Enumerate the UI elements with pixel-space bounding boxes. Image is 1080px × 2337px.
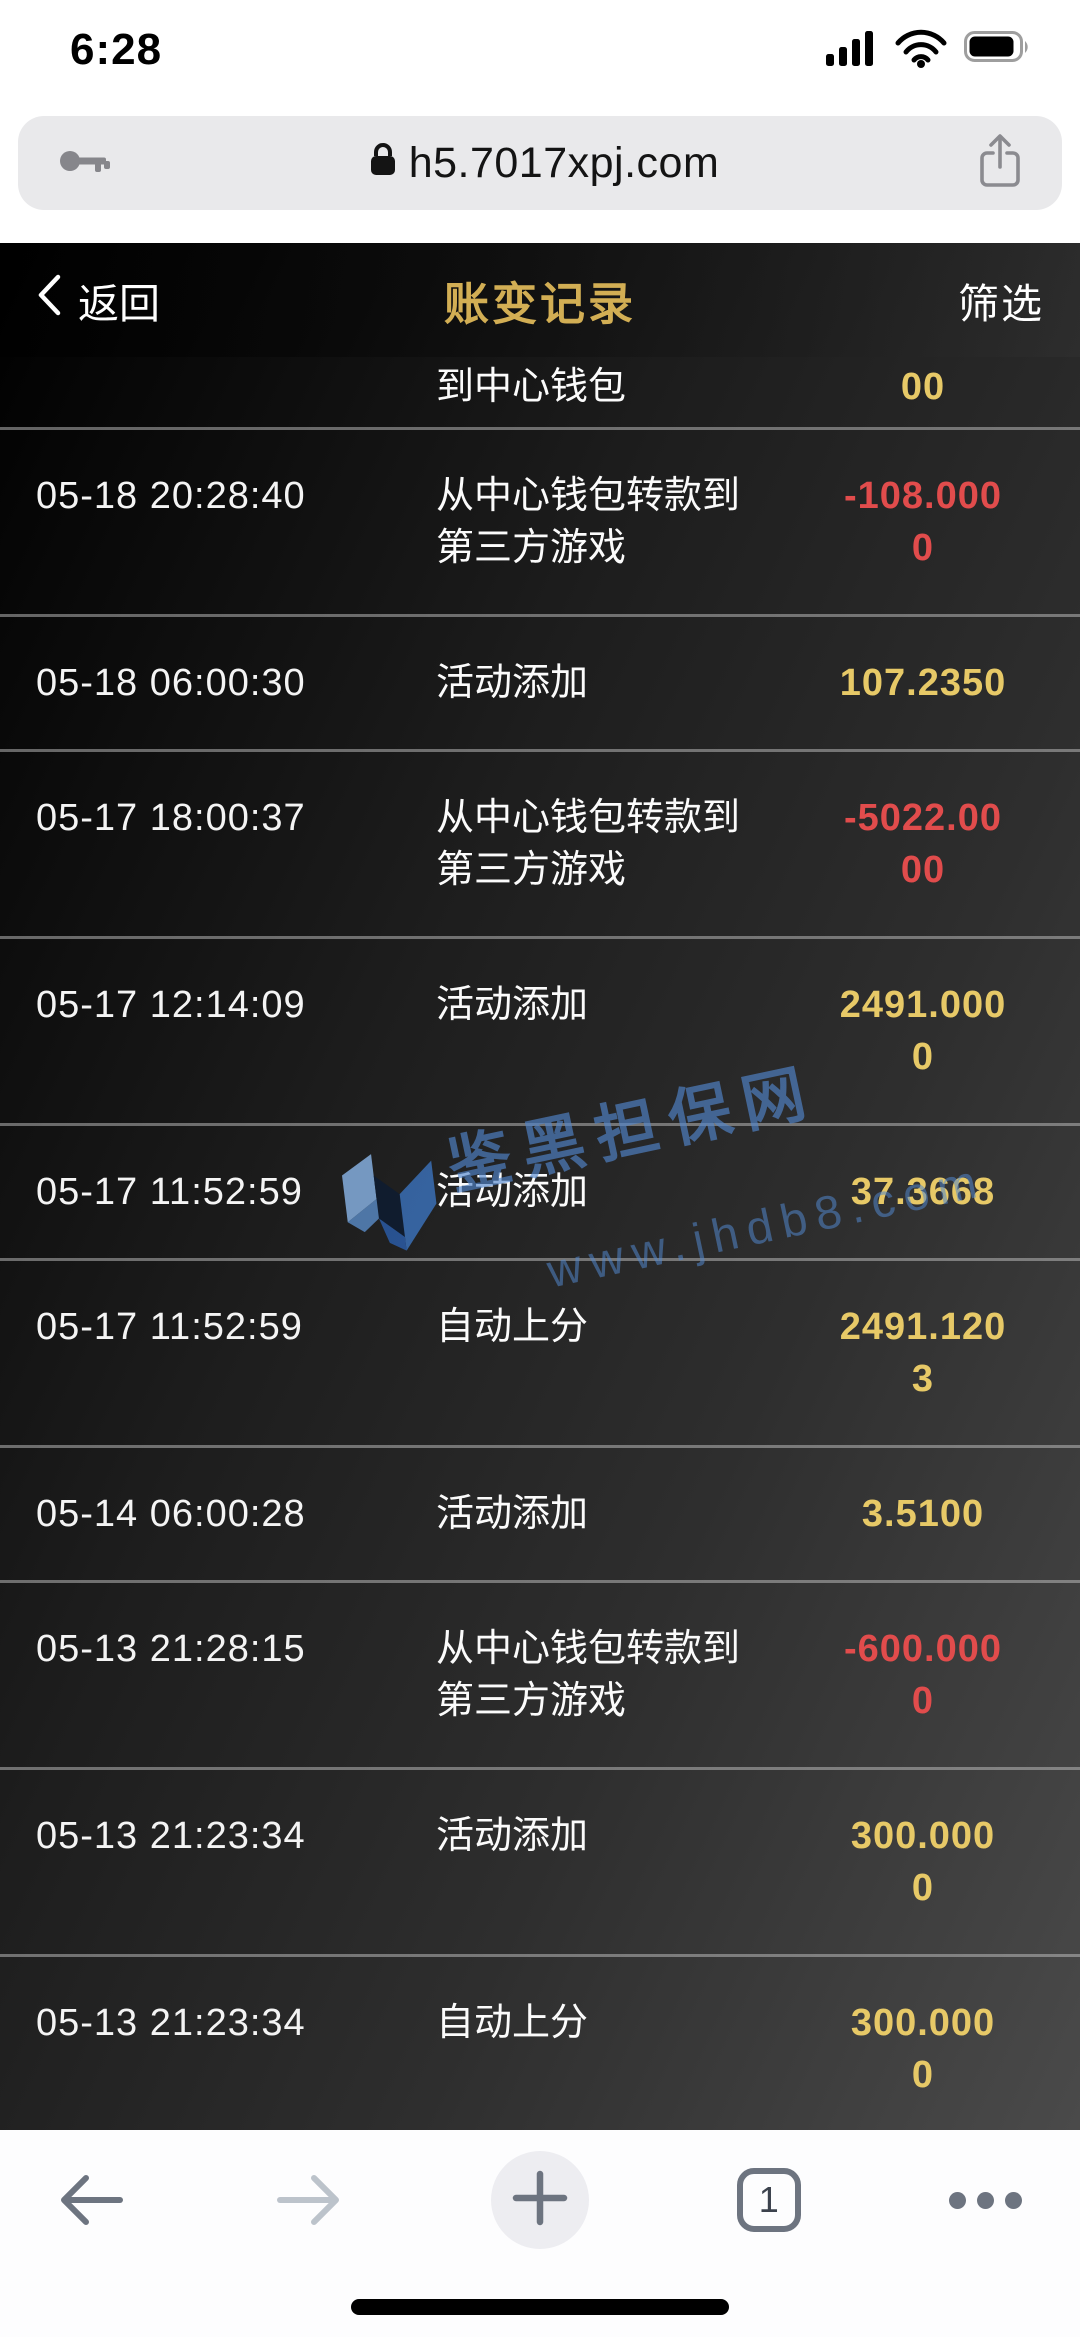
browser-toolbar: 1 [0, 2130, 1080, 2337]
new-tab-button[interactable] [490, 2151, 589, 2249]
url-display[interactable]: h5.7017xpj.com [369, 139, 720, 188]
table-row[interactable]: 05-17 11:52:59 活动添加 37.3668 [0, 1126, 1080, 1261]
browser-chrome-top: h5.7017xpj.com [0, 86, 1080, 243]
record-amount: -5022.00 00 [843, 797, 1002, 891]
home-indicator[interactable] [351, 2299, 729, 2315]
tabs-button[interactable]: 1 [736, 2168, 801, 2232]
record-description: 活动添加 [436, 984, 589, 1026]
record-description: 自动上分 [436, 1306, 589, 1348]
browser-forward-button[interactable] [274, 2168, 342, 2232]
record-description: 到中心钱包 [436, 366, 627, 408]
table-row[interactable]: 05-17 18:00:37 从中心钱包转款到 第三方游戏 -5022.00 00 [0, 752, 1080, 939]
record-description: 从中心钱包转款到 第三方游戏 [436, 1628, 741, 1722]
status-time: 6:28 [70, 25, 163, 74]
battery-icon [964, 30, 1032, 70]
record-description: 从中心钱包转款到 第三方游戏 [436, 797, 741, 891]
table-row[interactable]: 05-17 12:14:09 活动添加 2491.000 0 [0, 939, 1080, 1126]
record-time: 05-14 06:00:28 [36, 1493, 306, 1535]
back-button[interactable]: 返回 [36, 270, 160, 330]
lock-icon [369, 139, 397, 188]
record-time: 05-13 21:23:34 [36, 1815, 306, 1857]
back-label: 返回 [78, 281, 160, 327]
share-icon[interactable] [978, 133, 1022, 194]
table-row[interactable]: 05-13 21:23:34 活动添加 300.000 0 [0, 1770, 1080, 1957]
record-amount: 300.000 0 [850, 1815, 996, 1909]
record-amount: -600.000 0 [843, 1628, 1002, 1722]
page-title: 账变记录 [443, 278, 637, 330]
record-time: 05-18 06:00:30 [36, 662, 306, 704]
record-amount: 2491.120 3 [839, 1306, 1007, 1400]
status-icons [826, 28, 1032, 73]
table-row[interactable]: 05-13 21:23:34 自动上分 300.000 0 [0, 1957, 1080, 2130]
record-amount: 2491.000 0 [839, 984, 1007, 1078]
record-time: 05-18 20:28:40 [36, 475, 306, 517]
table-row[interactable]: 05-13 21:28:15 从中心钱包转款到 第三方游戏 -600.000 0 [0, 1583, 1080, 1770]
table-row[interactable]: 05-18 20:28:40 从中心钱包转款到 第三方游戏 -108.000 0 [0, 430, 1080, 617]
chevron-left-icon [36, 273, 62, 327]
record-time: 05-17 11:52:59 [36, 1171, 303, 1213]
tab-count: 1 [758, 2179, 779, 2220]
record-time: 05-17 12:14:09 [36, 984, 306, 1026]
record-amount: 3.5100 [861, 1493, 985, 1535]
record-amount: 37.3668 [850, 1171, 996, 1213]
record-description: 从中心钱包转款到 第三方游戏 [436, 475, 741, 569]
address-bar[interactable]: h5.7017xpj.com [18, 116, 1062, 210]
app-header: 返回 账变记录 筛选 [0, 243, 1080, 357]
cellular-signal-icon [826, 28, 878, 73]
filter-button[interactable]: 筛选 [958, 281, 1044, 327]
table-row[interactable]: 05-14 06:00:28 活动添加 3.5100 [0, 1448, 1080, 1583]
table-row[interactable]: 05-17 11:52:59 自动上分 2491.120 3 [0, 1261, 1080, 1448]
record-description: 活动添加 [436, 1815, 589, 1857]
record-description: 活动添加 [436, 1493, 589, 1535]
app-content: 返回 账变记录 筛选 到中心钱包 00 05-18 20:28:40 从中心钱包… [0, 243, 1080, 2130]
record-time: 05-13 21:28:15 [36, 1628, 306, 1670]
transaction-list: 到中心钱包 00 05-18 20:28:40 从中心钱包转款到 第三方游戏 -1… [0, 357, 1080, 2130]
record-description: 自动上分 [436, 2002, 589, 2044]
more-menu-button[interactable] [949, 2191, 1022, 2209]
browser-back-button[interactable] [58, 2168, 126, 2232]
record-amount: 107.2350 [839, 662, 1007, 704]
record-amount: 00 [900, 366, 946, 408]
record-time: 05-17 11:52:59 [36, 1306, 303, 1348]
record-amount: 300.000 0 [850, 2002, 996, 2096]
record-time: 05-17 18:00:37 [36, 797, 306, 839]
plus-icon [512, 2170, 568, 2231]
record-description: 活动添加 [436, 1171, 589, 1213]
key-icon[interactable] [58, 144, 110, 183]
page-url: h5.7017xpj.com [408, 138, 720, 187]
record-amount: -108.000 0 [843, 475, 1002, 569]
status-bar: 6:28 [0, 0, 1080, 86]
record-description: 活动添加 [436, 662, 589, 704]
table-row[interactable]: 到中心钱包 00 [0, 357, 1080, 430]
wifi-icon [894, 28, 948, 73]
record-time: 05-13 21:23:34 [36, 2002, 306, 2044]
table-row[interactable]: 05-18 06:00:30 活动添加 107.2350 [0, 617, 1080, 752]
